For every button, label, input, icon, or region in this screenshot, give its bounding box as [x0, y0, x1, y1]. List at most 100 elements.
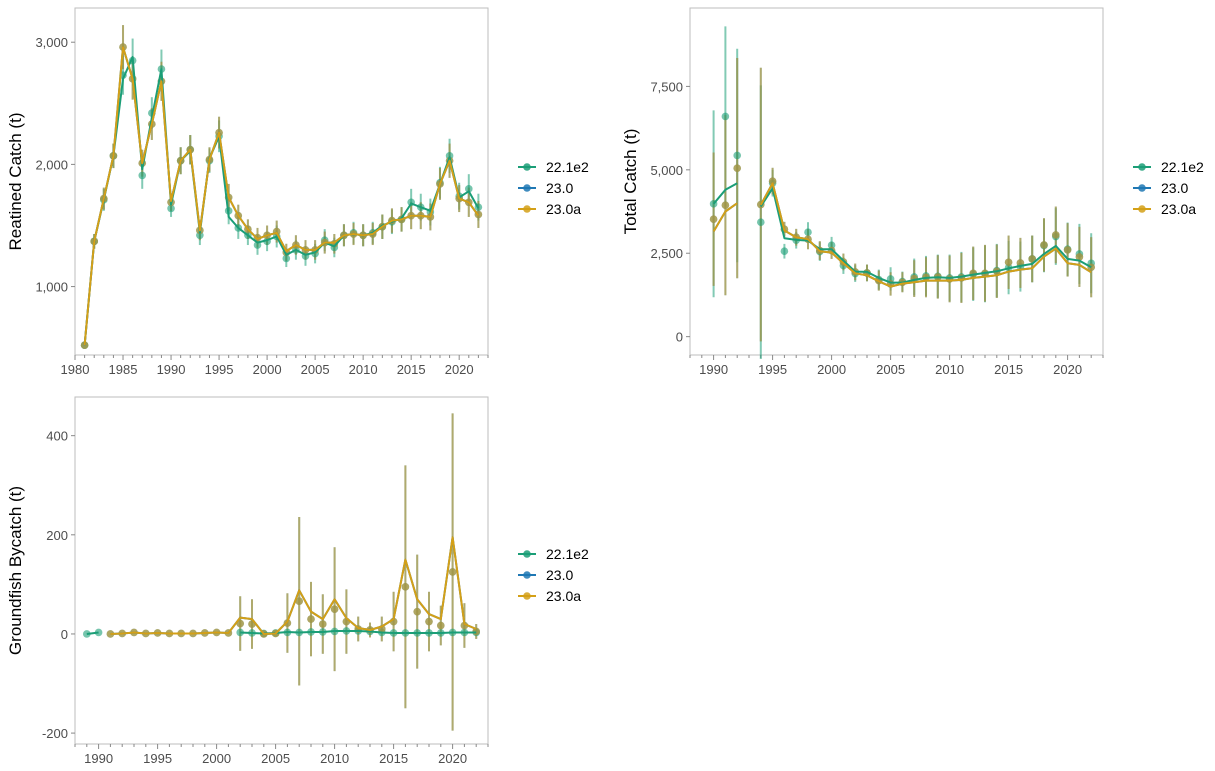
data-point	[80, 341, 89, 350]
y-axis-title: Reatined Catch (t)	[6, 113, 25, 251]
x-tick-label: 2015	[379, 751, 408, 766]
panel-3: 1990 1995 2000 2005 2010 2015 2020 -200 0 200 400 G…	[6, 396, 589, 766]
x-tick-label: 2020	[438, 751, 467, 766]
legend: 22.1e2 23.0 23.0a	[518, 546, 589, 604]
legend-label: 23.0a	[546, 201, 581, 217]
error-bars-23.0	[239, 413, 478, 731]
legend-label: 23.0	[546, 180, 573, 196]
legend: 22.1e2 23.0 23.0a	[1133, 159, 1204, 217]
x-tick-label: 1995	[205, 362, 234, 377]
data-point	[448, 568, 457, 576]
x-tick-label: 2005	[301, 362, 330, 377]
points-23.0	[709, 164, 1095, 288]
data-point	[330, 605, 339, 613]
data-point	[464, 185, 473, 193]
data-point	[460, 621, 469, 630]
legend-label: 23.0	[546, 567, 573, 583]
x-tick-label: 2015	[994, 362, 1023, 377]
error-bars-23.0a	[93, 25, 480, 261]
x-tick-label: 1990	[84, 751, 113, 766]
legend-key-point	[523, 205, 531, 213]
points-23.0a	[106, 568, 481, 638]
data-point	[236, 628, 244, 637]
x-tick-label: 2010	[935, 362, 964, 377]
data-point	[167, 204, 175, 213]
data-point	[721, 112, 730, 121]
legend-key-point	[523, 163, 531, 171]
x-tick-label: 2000	[817, 362, 846, 377]
x-tick-label: 2000	[253, 362, 282, 377]
data-point	[437, 621, 445, 630]
data-point	[780, 247, 789, 256]
x-tick-label: 2005	[876, 362, 905, 377]
legend: 22.1e2 23.0 23.0a	[518, 159, 589, 217]
data-point	[1028, 255, 1036, 263]
x-tick-label: 1995	[758, 362, 787, 377]
y-tick-label: 7,500	[650, 79, 683, 94]
legend-key-point	[1138, 163, 1146, 171]
legend-key-point	[523, 184, 531, 192]
legend-key-point	[523, 571, 531, 579]
y-tick-label: 1,000	[35, 280, 68, 295]
legend-label: 22.1e2	[546, 546, 589, 562]
points-23.0	[80, 43, 483, 350]
legend-label: 23.0	[1161, 180, 1188, 196]
y-tick-label: -200	[42, 726, 68, 741]
y-tick-label: 0	[676, 330, 683, 345]
plot-frame	[74, 396, 489, 745]
data-point	[1075, 253, 1084, 261]
x-tick-label: 1995	[143, 751, 172, 766]
y-tick-label: 2,000	[35, 157, 68, 172]
error-bars-23.0a	[239, 413, 478, 731]
data-point	[1063, 246, 1072, 254]
series-line-23.0a	[110, 536, 477, 635]
data-point	[757, 218, 765, 227]
legend-label: 22.1e2	[546, 159, 589, 175]
series-line-23.0a	[712, 182, 1092, 288]
y-tick-label: 5,000	[650, 163, 683, 178]
x-tick-label: 2015	[397, 362, 426, 377]
plot-frame	[74, 7, 489, 356]
panel-1: 1980 1985 1990 1995 2000 2005 2010 2015 2020 1,00…	[6, 7, 589, 377]
data-point	[1052, 231, 1060, 239]
error-bars-23.0a	[712, 58, 1093, 342]
legend-label: 23.0a	[546, 588, 581, 604]
data-point	[138, 171, 147, 180]
series-line-23.0	[110, 536, 477, 635]
x-tick-label: 1990	[699, 362, 728, 377]
data-point	[709, 215, 718, 224]
x-tick-label: 2010	[349, 362, 378, 377]
data-point	[804, 228, 812, 237]
legend-key-point	[1138, 205, 1146, 213]
data-point	[721, 201, 730, 209]
y-tick-label: 200	[46, 528, 68, 543]
legend-label: 23.0a	[1161, 201, 1196, 217]
legend-key-point	[1138, 184, 1146, 192]
series-line-23.0	[83, 46, 480, 346]
y-tick-label: 3,000	[35, 35, 68, 50]
y-tick-label: 2,500	[650, 246, 683, 261]
legend-key-point	[523, 592, 531, 600]
points-23.0	[106, 568, 481, 638]
data-point	[319, 620, 327, 628]
series-line-22.1e2	[712, 182, 1092, 284]
data-point	[282, 254, 291, 263]
data-point	[307, 615, 315, 623]
y-axis-title: Total Catch (t)	[621, 129, 640, 235]
points-23.0a	[80, 43, 483, 350]
x-tick-label: 1990	[157, 362, 186, 377]
series-line-22.1e2	[86, 630, 477, 635]
data-point	[425, 617, 433, 626]
data-point	[768, 177, 777, 185]
data-point	[283, 619, 292, 627]
x-tick-label: 2020	[1053, 362, 1082, 377]
series-line-22.1e2	[83, 55, 480, 346]
y-axis-title: Groundfish Bycatch (t)	[6, 486, 25, 655]
series-line-23.0	[712, 182, 1092, 288]
x-tick-label: 2005	[261, 751, 290, 766]
data-point	[401, 583, 410, 591]
x-tick-label: 2020	[445, 362, 474, 377]
points-23.0a	[709, 164, 1095, 288]
